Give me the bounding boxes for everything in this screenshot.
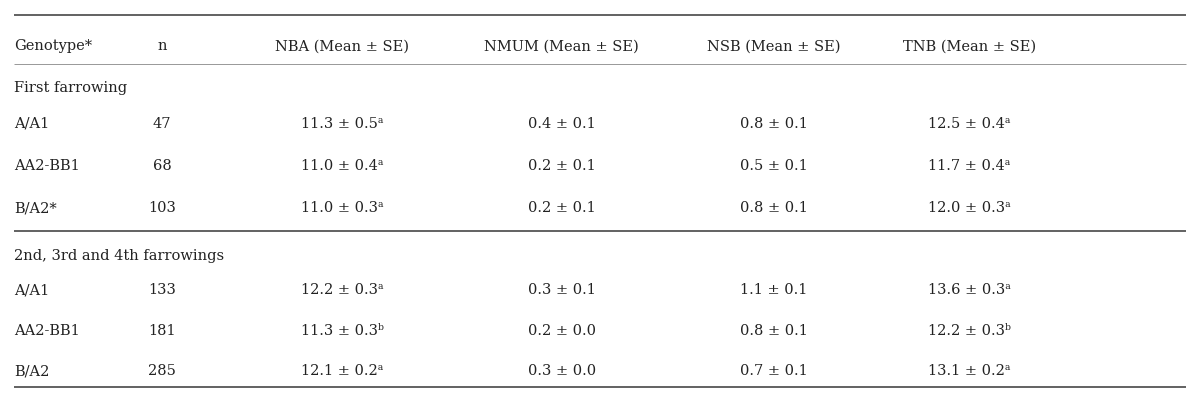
Text: 11.3 ± 0.5ᵃ: 11.3 ± 0.5ᵃ bbox=[301, 117, 383, 131]
Text: 0.2 ± 0.0: 0.2 ± 0.0 bbox=[528, 324, 595, 338]
Text: 11.3 ± 0.3ᵇ: 11.3 ± 0.3ᵇ bbox=[300, 324, 384, 338]
Text: 0.8 ± 0.1: 0.8 ± 0.1 bbox=[740, 324, 808, 338]
Text: 11.0 ± 0.4ᵃ: 11.0 ± 0.4ᵃ bbox=[301, 159, 383, 173]
Text: B/A2*: B/A2* bbox=[14, 201, 58, 215]
Text: 12.2 ± 0.3ᵃ: 12.2 ± 0.3ᵃ bbox=[301, 283, 383, 297]
Text: First farrowing: First farrowing bbox=[14, 81, 127, 95]
Text: NBA (Mean ± SE): NBA (Mean ± SE) bbox=[275, 39, 409, 53]
Text: NMUM (Mean ± SE): NMUM (Mean ± SE) bbox=[485, 39, 638, 53]
Text: 0.4 ± 0.1: 0.4 ± 0.1 bbox=[528, 117, 595, 131]
Text: 11.7 ± 0.4ᵃ: 11.7 ± 0.4ᵃ bbox=[929, 159, 1010, 173]
Text: 13.6 ± 0.3ᵃ: 13.6 ± 0.3ᵃ bbox=[928, 283, 1012, 297]
Text: 181: 181 bbox=[148, 324, 176, 338]
Text: TNB (Mean ± SE): TNB (Mean ± SE) bbox=[904, 39, 1036, 53]
Text: 285: 285 bbox=[148, 364, 176, 378]
Text: NSB (Mean ± SE): NSB (Mean ± SE) bbox=[707, 39, 841, 53]
Text: 11.0 ± 0.3ᵃ: 11.0 ± 0.3ᵃ bbox=[301, 201, 383, 215]
Text: 0.8 ± 0.1: 0.8 ± 0.1 bbox=[740, 117, 808, 131]
Text: 0.3 ± 0.0: 0.3 ± 0.0 bbox=[528, 364, 595, 378]
Text: n: n bbox=[157, 39, 167, 53]
Text: 0.2 ± 0.1: 0.2 ± 0.1 bbox=[528, 159, 595, 173]
Text: 0.7 ± 0.1: 0.7 ± 0.1 bbox=[740, 364, 808, 378]
Text: 0.5 ± 0.1: 0.5 ± 0.1 bbox=[740, 159, 808, 173]
Text: 12.1 ± 0.2ᵃ: 12.1 ± 0.2ᵃ bbox=[301, 364, 383, 378]
Text: 0.2 ± 0.1: 0.2 ± 0.1 bbox=[528, 201, 595, 215]
Text: AA2-BB1: AA2-BB1 bbox=[14, 324, 80, 338]
Text: 68: 68 bbox=[152, 159, 172, 173]
Text: 2nd, 3rd and 4th farrowings: 2nd, 3rd and 4th farrowings bbox=[14, 249, 224, 263]
Text: 1.1 ± 0.1: 1.1 ± 0.1 bbox=[740, 283, 808, 297]
Text: AA2-BB1: AA2-BB1 bbox=[14, 159, 80, 173]
Text: 13.1 ± 0.2ᵃ: 13.1 ± 0.2ᵃ bbox=[929, 364, 1010, 378]
Text: 103: 103 bbox=[148, 201, 176, 215]
Text: 133: 133 bbox=[148, 283, 176, 297]
Text: A/A1: A/A1 bbox=[14, 283, 49, 297]
Text: Genotype*: Genotype* bbox=[14, 39, 92, 53]
Text: 12.0 ± 0.3ᵃ: 12.0 ± 0.3ᵃ bbox=[929, 201, 1010, 215]
Text: 47: 47 bbox=[152, 117, 172, 131]
Text: 12.5 ± 0.4ᵃ: 12.5 ± 0.4ᵃ bbox=[929, 117, 1010, 131]
Text: B/A2: B/A2 bbox=[14, 364, 49, 378]
Text: 12.2 ± 0.3ᵇ: 12.2 ± 0.3ᵇ bbox=[928, 324, 1012, 338]
Text: A/A1: A/A1 bbox=[14, 117, 49, 131]
Text: 0.8 ± 0.1: 0.8 ± 0.1 bbox=[740, 201, 808, 215]
Text: 0.3 ± 0.1: 0.3 ± 0.1 bbox=[528, 283, 595, 297]
